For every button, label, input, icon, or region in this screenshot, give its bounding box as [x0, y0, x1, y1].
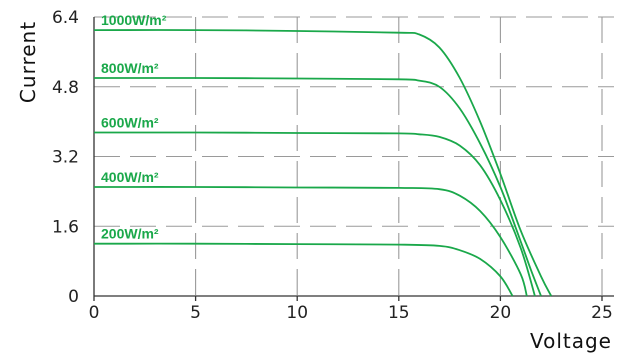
series-line-0 [93, 29, 553, 297]
axes [93, 17, 614, 297]
series-label-4: 200W/m² [101, 226, 159, 242]
x-tick-label-4: 20 [490, 303, 512, 323]
series-label-1: 800W/m² [101, 60, 159, 76]
series-line-4 [93, 242, 514, 297]
y-tick-label-4: 6.4 [52, 8, 79, 28]
y-tick-label-0: 0 [68, 287, 79, 307]
series-line-2 [93, 131, 536, 297]
series-label-3: 400W/m² [101, 169, 159, 185]
x-tick-label-3: 15 [388, 303, 410, 323]
series-label-0: 1000W/m² [101, 12, 167, 28]
y-tick-label-3: 4.8 [52, 78, 79, 98]
series-line-3 [93, 186, 528, 297]
x-tick-labels: 0 5 10 15 20 25 [89, 296, 613, 323]
x-tick-label-1: 5 [190, 303, 201, 323]
x-tick-label-0: 0 [89, 303, 100, 323]
y-tick-label-1: 1.6 [52, 217, 79, 237]
x-axis-title: Voltage [530, 329, 612, 353]
y-axis-title: Current [16, 21, 40, 103]
x-tick-label-5: 25 [591, 303, 613, 323]
curves [93, 29, 553, 297]
grid [94, 16, 614, 296]
series-labels: 1000W/m² 800W/m² 600W/m² 400W/m² 200W/m² [101, 12, 167, 242]
y-tick-labels: 0 1.6 3.2 4.8 6.4 [52, 8, 79, 307]
y-tick-label-2: 3.2 [52, 148, 79, 168]
series-label-2: 600W/m² [101, 115, 159, 131]
x-tick-label-2: 10 [286, 303, 308, 323]
series-line-1 [93, 77, 542, 297]
